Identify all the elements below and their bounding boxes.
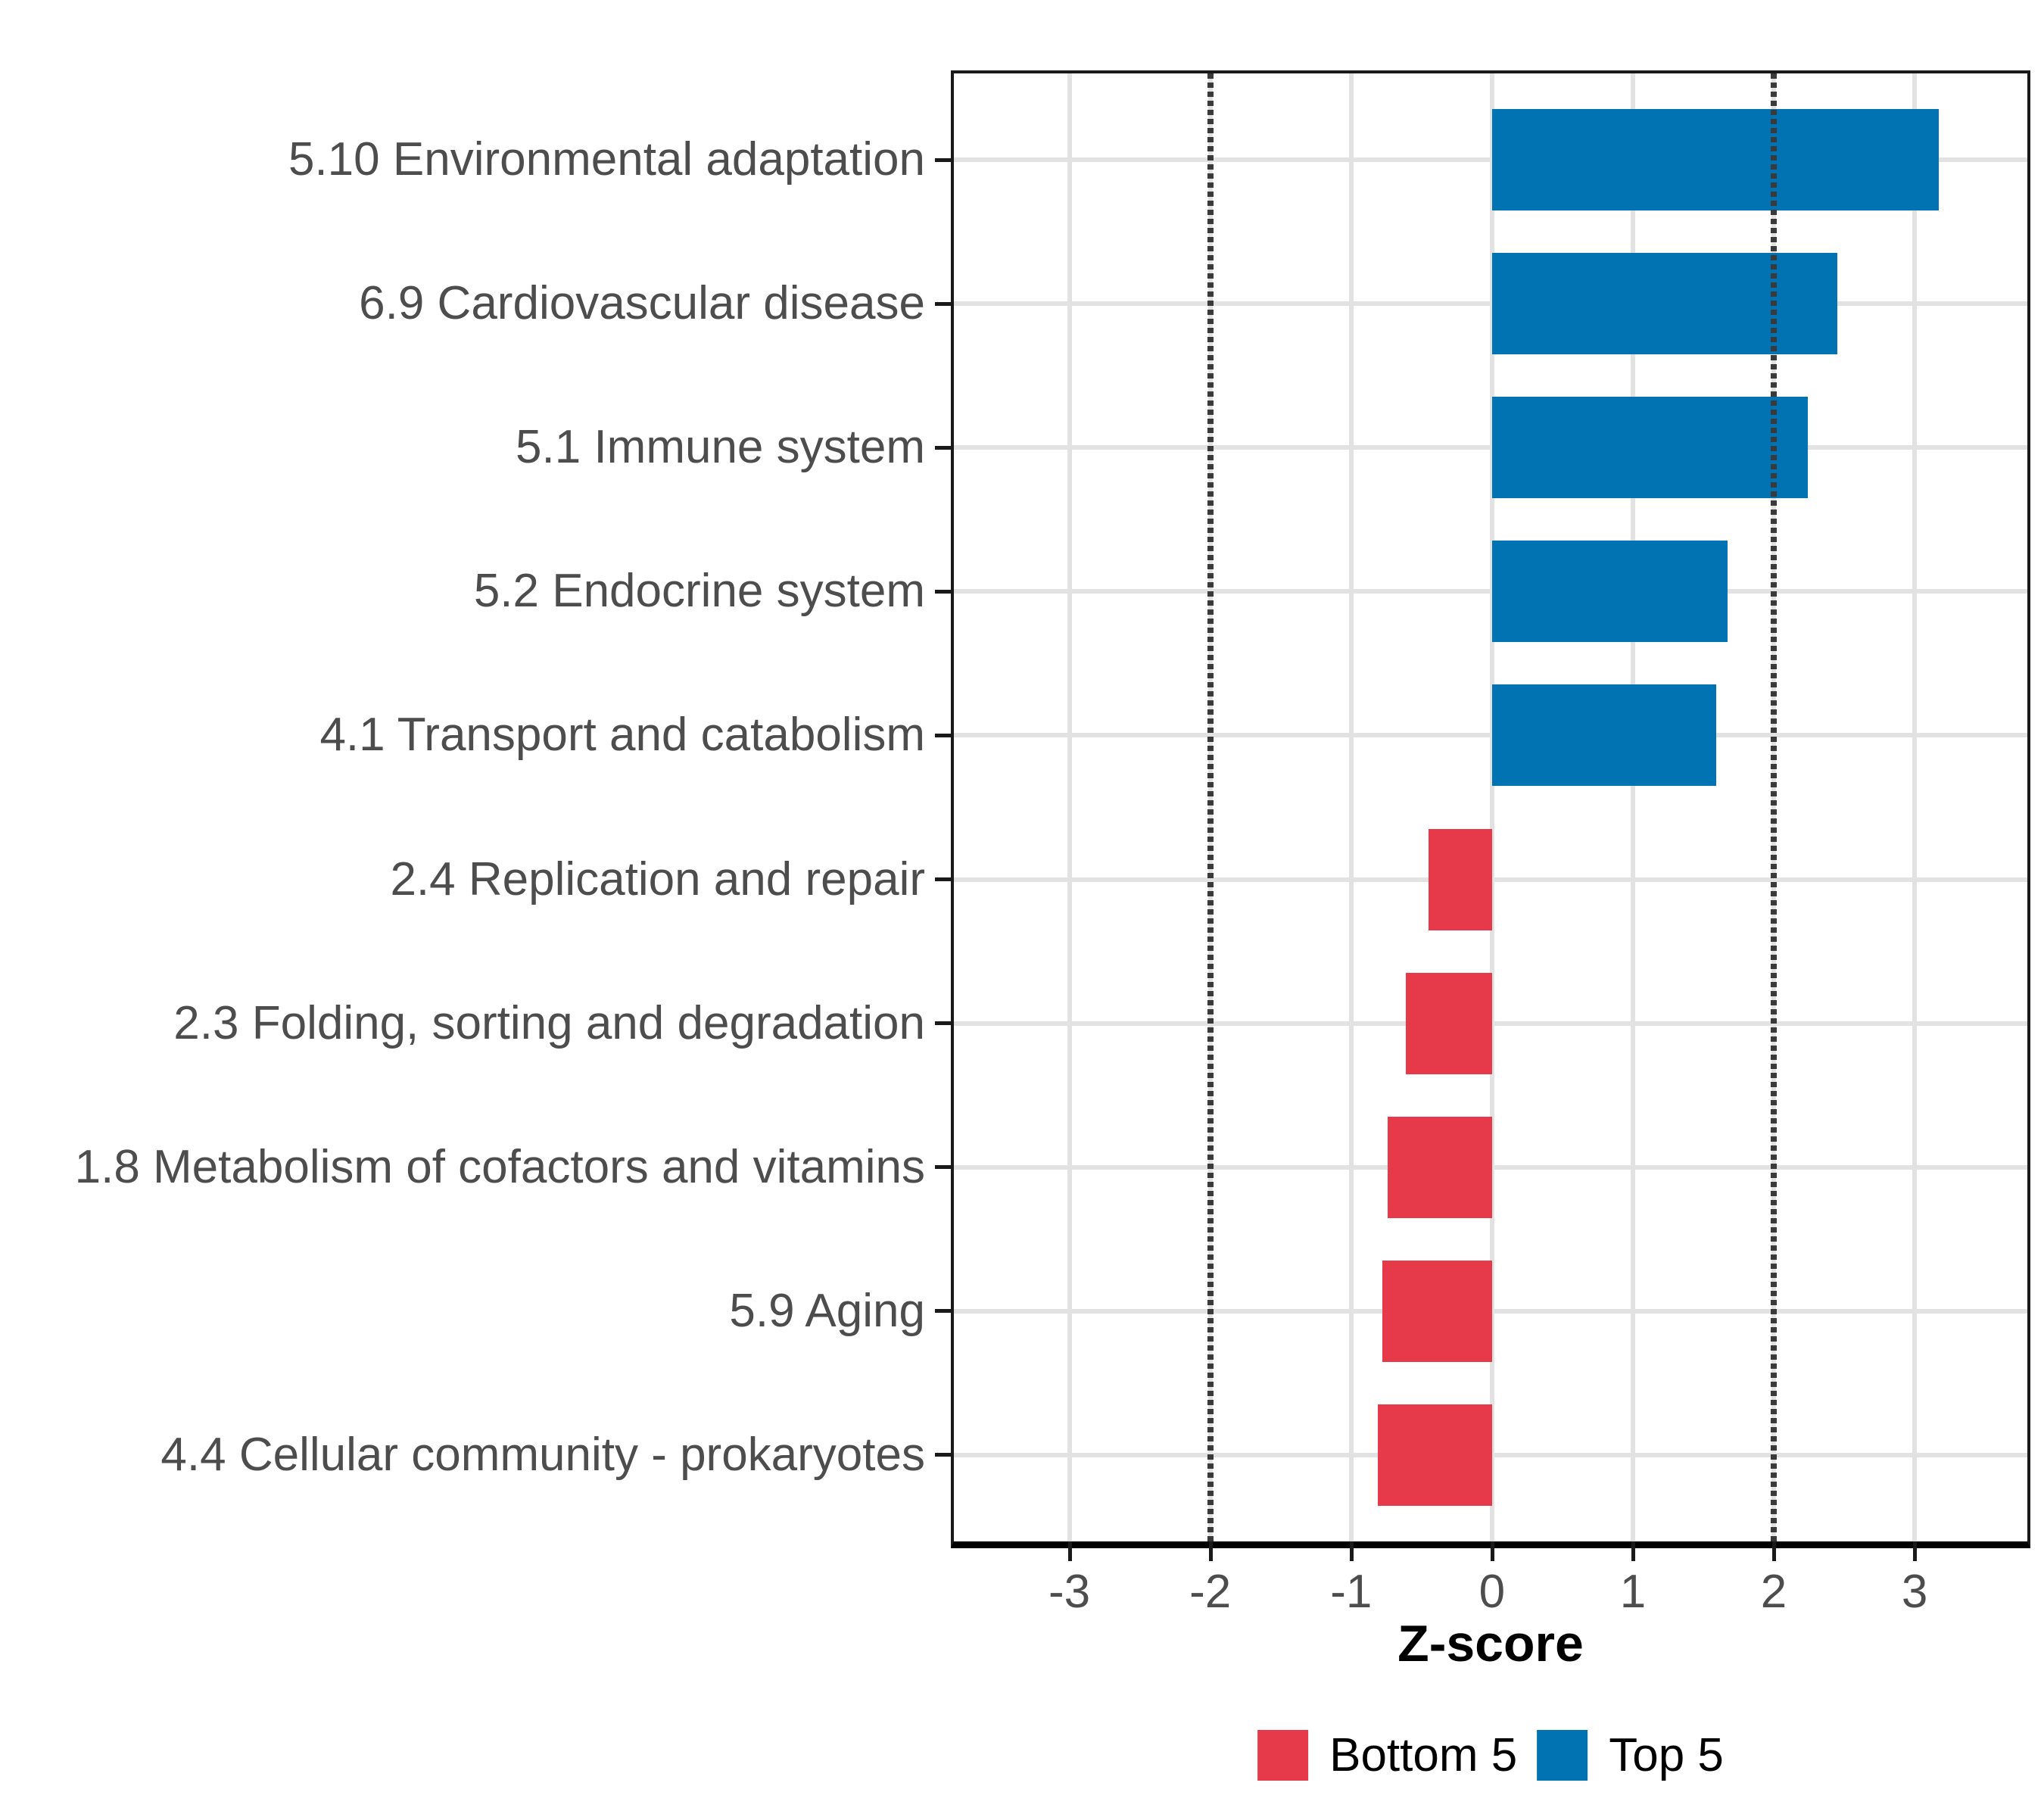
y-axis-label: 4.4 Cellular community - prokaryotes [160, 1428, 925, 1481]
h-gridline [954, 301, 2027, 307]
y-axis-label: 4.1 Transport and catabolism [319, 709, 925, 762]
x-tick-label: 3 [1901, 1566, 1928, 1618]
h-gridline [954, 157, 2027, 163]
v-gridline [1912, 73, 1918, 1541]
y-tick [935, 1309, 954, 1314]
x-tick-label: -1 [1330, 1566, 1373, 1618]
bottom5-swatch-icon [1257, 1730, 1309, 1781]
x-tick-label: 0 [1478, 1566, 1506, 1618]
bar [1491, 684, 1716, 787]
y-axis-label: 6.9 Cardiovascular disease [359, 277, 925, 330]
h-gridline [954, 733, 2027, 738]
y-axis-label: 5.9 Aging [729, 1284, 925, 1337]
y-tick [935, 877, 954, 882]
x-axis-title: Z-score [1397, 1615, 1584, 1672]
x-tick [1772, 1541, 1777, 1561]
y-axis-label: 5.2 Endocrine system [473, 565, 925, 618]
bar [1378, 1404, 1492, 1506]
x-tick-label: 1 [1619, 1566, 1647, 1618]
reference-line [1771, 73, 1778, 1541]
v-gridline [1489, 73, 1494, 1541]
y-axis-label: 2.3 Folding, sorting and degradation [173, 996, 925, 1049]
plot-panel [951, 70, 2030, 1548]
bar [1429, 828, 1492, 930]
x-tick [1067, 1541, 1072, 1561]
legend: Bottom 5 Top 5 [1257, 1730, 1724, 1781]
y-tick [935, 1453, 954, 1457]
x-tick [1208, 1541, 1213, 1561]
x-tick [1631, 1541, 1635, 1561]
y-tick [935, 301, 954, 306]
h-gridline [954, 445, 2027, 450]
h-gridline [954, 589, 2027, 594]
legend-label-top5: Top 5 [1609, 1729, 1724, 1781]
legend-label-bottom5: Bottom 5 [1329, 1729, 1518, 1781]
v-gridline [1348, 73, 1354, 1541]
y-axis-label: 2.4 Replication and repair [390, 852, 925, 905]
y-tick [935, 157, 954, 162]
y-tick [935, 733, 954, 737]
bar [1406, 972, 1492, 1074]
bar [1491, 397, 1808, 499]
top5-swatch-icon [1537, 1730, 1588, 1781]
y-tick [935, 589, 954, 594]
v-gridline [1067, 73, 1072, 1541]
bar [1491, 109, 1939, 211]
x-tick [1490, 1541, 1494, 1561]
bar [1491, 253, 1837, 355]
x-tick [1913, 1541, 1918, 1561]
y-axis-label: 5.1 Immune system [516, 421, 925, 474]
y-tick [935, 445, 954, 450]
bar [1491, 541, 1728, 643]
x-tick [1349, 1541, 1354, 1561]
legend-item-top5: Top 5 [1537, 1730, 1724, 1781]
y-axis-label: 1.8 Metabolism of cofactors and vitamins [74, 1140, 925, 1193]
v-gridline [1630, 73, 1635, 1541]
x-tick-label: 2 [1760, 1566, 1787, 1618]
bar [1388, 1116, 1492, 1218]
y-axis-label: 5.10 Environmental adaptation [288, 133, 925, 186]
bar [1382, 1260, 1492, 1362]
x-tick-label: -2 [1189, 1566, 1232, 1618]
x-tick-label: -3 [1048, 1566, 1091, 1618]
reference-line [1207, 73, 1214, 1541]
legend-item-bottom5: Bottom 5 [1257, 1730, 1517, 1781]
y-tick [935, 1021, 954, 1026]
y-tick [935, 1165, 954, 1170]
